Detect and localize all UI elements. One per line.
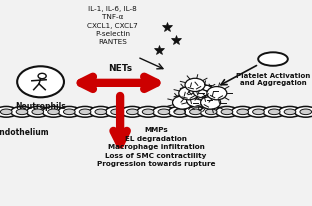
Ellipse shape bbox=[295, 107, 312, 118]
Ellipse shape bbox=[111, 109, 122, 115]
Ellipse shape bbox=[105, 107, 128, 118]
Ellipse shape bbox=[200, 107, 222, 118]
Ellipse shape bbox=[216, 107, 238, 118]
Ellipse shape bbox=[137, 107, 159, 118]
Ellipse shape bbox=[11, 107, 33, 118]
Ellipse shape bbox=[168, 107, 191, 118]
Circle shape bbox=[17, 67, 64, 98]
Circle shape bbox=[38, 74, 46, 79]
Circle shape bbox=[201, 96, 221, 110]
Ellipse shape bbox=[126, 109, 138, 115]
Ellipse shape bbox=[174, 109, 186, 115]
Ellipse shape bbox=[79, 109, 91, 115]
Ellipse shape bbox=[247, 107, 270, 118]
Ellipse shape bbox=[184, 107, 207, 118]
Text: Platelet Activation
and Aggregation: Platelet Activation and Aggregation bbox=[236, 73, 310, 86]
Ellipse shape bbox=[27, 107, 49, 118]
Ellipse shape bbox=[158, 109, 170, 115]
Ellipse shape bbox=[74, 107, 96, 118]
Ellipse shape bbox=[95, 109, 107, 115]
Ellipse shape bbox=[268, 109, 280, 115]
Ellipse shape bbox=[42, 107, 65, 118]
Ellipse shape bbox=[253, 109, 264, 115]
Ellipse shape bbox=[205, 109, 217, 115]
Text: Endothelium: Endothelium bbox=[0, 128, 49, 137]
Ellipse shape bbox=[258, 53, 288, 66]
Ellipse shape bbox=[279, 107, 301, 118]
Ellipse shape bbox=[142, 109, 154, 115]
Ellipse shape bbox=[153, 107, 175, 118]
Text: IL-1, IL-6, IL-8
TNF-α
CXCL1, CXCL7
P-selectin
RANTES: IL-1, IL-6, IL-8 TNF-α CXCL1, CXCL7 P-se… bbox=[87, 6, 138, 45]
Ellipse shape bbox=[284, 109, 296, 115]
Text: MMPs
EL degradation
Macrophage infiltration
Loss of SMC contractility
Progressio: MMPs EL degradation Macrophage infiltrat… bbox=[97, 127, 215, 166]
Ellipse shape bbox=[63, 109, 75, 115]
Ellipse shape bbox=[58, 107, 80, 118]
Circle shape bbox=[179, 87, 199, 100]
Ellipse shape bbox=[221, 109, 233, 115]
Circle shape bbox=[187, 94, 207, 108]
Ellipse shape bbox=[232, 107, 254, 118]
Ellipse shape bbox=[32, 109, 44, 115]
Ellipse shape bbox=[263, 107, 285, 118]
Ellipse shape bbox=[121, 107, 144, 118]
Ellipse shape bbox=[0, 107, 17, 118]
Ellipse shape bbox=[90, 107, 112, 118]
Ellipse shape bbox=[16, 109, 28, 115]
Ellipse shape bbox=[0, 109, 12, 115]
Ellipse shape bbox=[48, 109, 59, 115]
Ellipse shape bbox=[300, 109, 312, 115]
Text: Neutrophils: Neutrophils bbox=[15, 102, 66, 111]
Circle shape bbox=[193, 85, 213, 98]
Circle shape bbox=[185, 79, 205, 92]
Circle shape bbox=[173, 96, 193, 110]
Circle shape bbox=[207, 87, 227, 100]
Text: NETs: NETs bbox=[108, 64, 132, 73]
Ellipse shape bbox=[190, 109, 201, 115]
Ellipse shape bbox=[237, 109, 249, 115]
